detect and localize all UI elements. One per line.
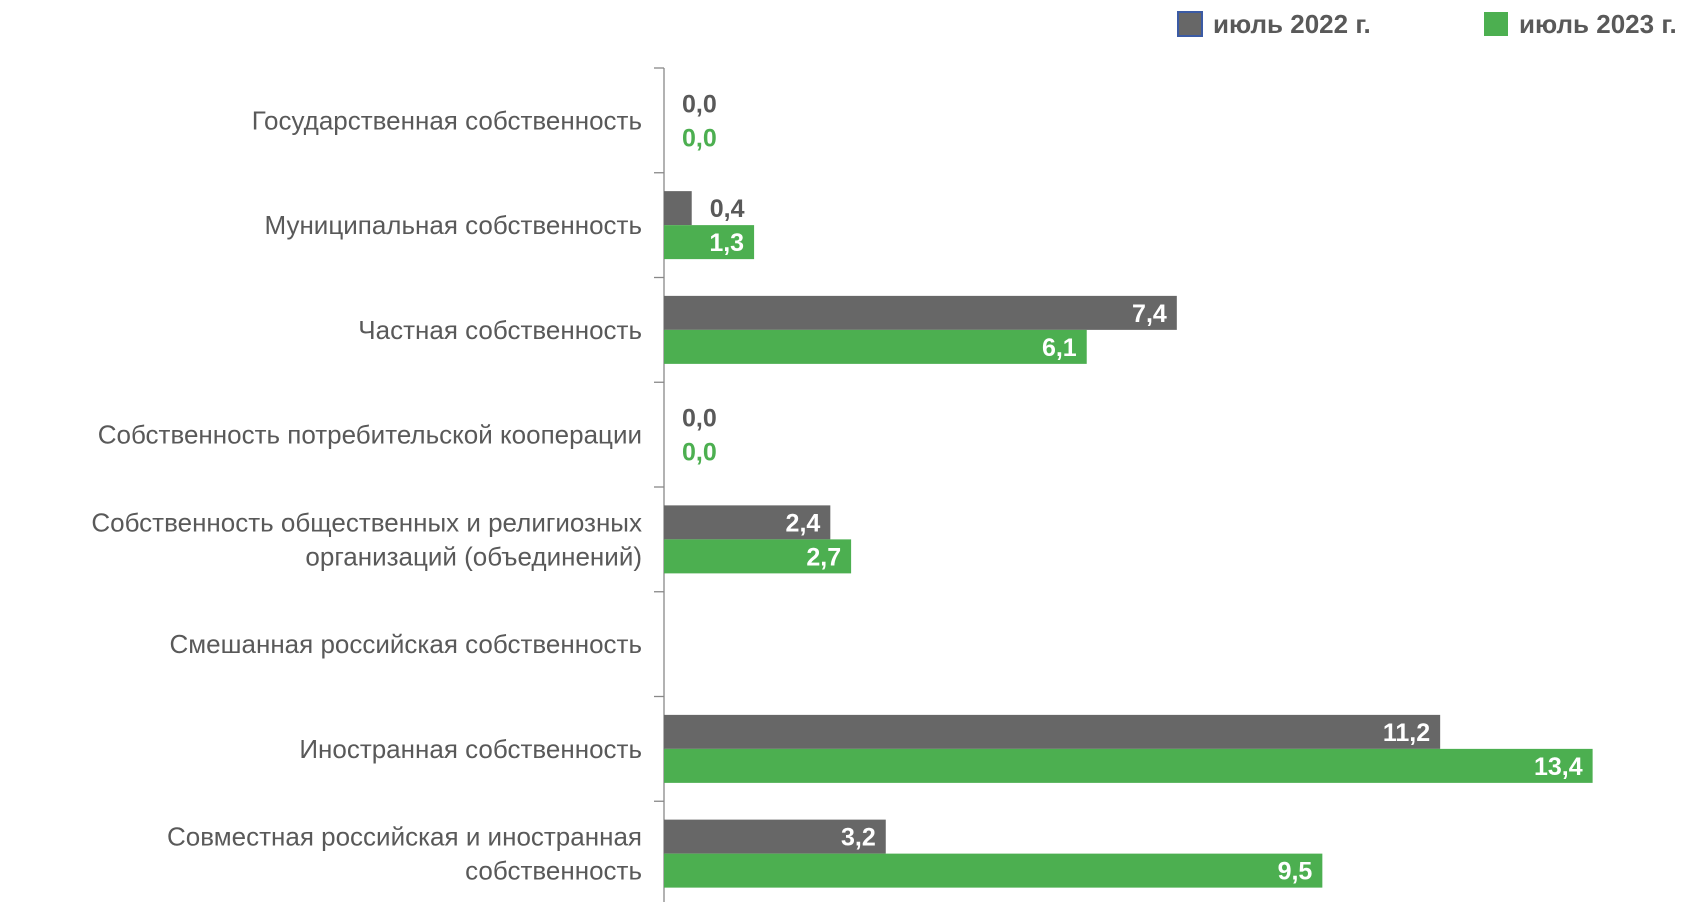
data-label: 3,2 <box>841 824 876 852</box>
category-label: Государственная собственность <box>252 105 642 135</box>
data-label: 2,4 <box>786 509 821 537</box>
bar-2023 <box>664 539 852 574</box>
data-label: 1,3 <box>709 229 744 257</box>
data-label: 7,4 <box>1132 300 1167 328</box>
bar-2022 <box>664 819 886 854</box>
category-label: Собственность потребительской кооперации <box>98 420 642 450</box>
category-label: собственность <box>465 856 642 886</box>
value-labels: 0,0 0,0 0,4 1,3 7,4 6,1 0,0 0,0 2,4 2,7 11,2 13,4 3,… <box>682 90 1583 885</box>
category-label: Собственность общественных и религиозных <box>91 507 642 537</box>
category-label: организаций (объединений) <box>305 541 642 571</box>
category-label: Муниципальная собственность <box>265 210 643 240</box>
data-label: 9,5 <box>1278 858 1313 886</box>
data-label: 2,7 <box>806 543 841 571</box>
bar-2022 <box>664 295 1177 330</box>
bar-2023 <box>664 329 1087 364</box>
data-label: 0,0 <box>682 90 717 118</box>
category-labels: Государственная собственность Муниципальн… <box>91 105 642 885</box>
category-label: Смешанная российская собственность <box>170 629 642 659</box>
legend-swatch <box>1484 12 1508 36</box>
data-label: 11,2 <box>1383 719 1430 747</box>
data-label: 0,0 <box>682 124 717 152</box>
data-label: 0,0 <box>682 439 717 467</box>
category-label: Совместная российская и иностранная <box>167 822 642 852</box>
legend: июль 2022 г. июль 2023 г. <box>1177 9 1677 39</box>
data-label: 0,4 <box>710 195 745 223</box>
data-label: 0,0 <box>682 405 717 433</box>
data-label: 6,1 <box>1042 334 1077 362</box>
legend-swatch <box>1177 11 1203 37</box>
bar-2023 <box>664 225 755 260</box>
y-axis <box>654 67 665 902</box>
legend-label: июль 2023 г. <box>1519 9 1677 39</box>
data-label: 13,4 <box>1534 753 1583 781</box>
bars <box>664 191 1593 888</box>
bar-2023 <box>664 748 1593 783</box>
bar-2022 <box>664 714 1441 749</box>
category-label: Иностранная собственность <box>299 734 642 764</box>
category-label: Частная собственность <box>358 315 642 345</box>
bar-2022 <box>664 191 692 226</box>
legend-label: июль 2022 г. <box>1213 9 1371 39</box>
bar-2023 <box>664 853 1323 888</box>
bar-2022 <box>664 505 831 540</box>
